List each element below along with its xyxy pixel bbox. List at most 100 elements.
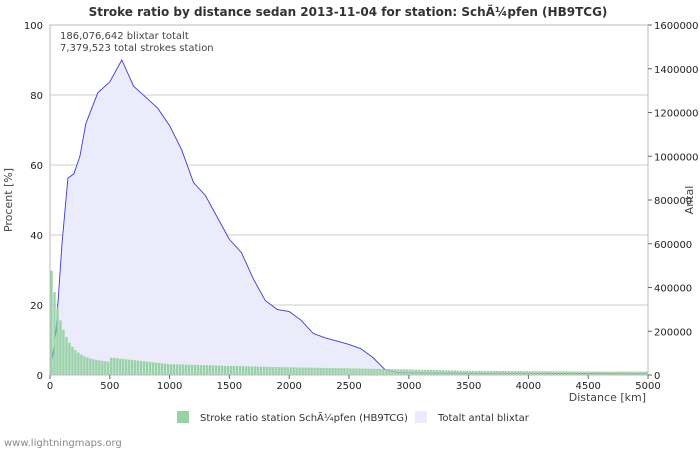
ratio-bar bbox=[462, 370, 466, 375]
ratio-bar bbox=[62, 329, 65, 375]
right-y-axis-label: Antal bbox=[683, 186, 696, 215]
ratio-bar bbox=[382, 368, 385, 375]
ratio-bar bbox=[406, 369, 409, 375]
ratio-bar bbox=[370, 368, 373, 375]
ratio-bar bbox=[525, 371, 529, 375]
ratio-bar bbox=[352, 368, 355, 375]
ratio-bar bbox=[627, 371, 630, 375]
ratio-bar bbox=[522, 371, 526, 375]
right-y-tick-label: 200000 bbox=[654, 327, 692, 338]
left-y-tick-label: 20 bbox=[30, 301, 43, 312]
x-tick-label: 3500 bbox=[456, 381, 481, 392]
ratio-bar bbox=[480, 370, 484, 375]
ratio-bar bbox=[639, 371, 642, 375]
ratio-bar bbox=[98, 360, 101, 375]
ratio-bar bbox=[489, 370, 493, 375]
ratio-bar bbox=[450, 370, 454, 375]
ratio-bar bbox=[250, 366, 254, 375]
ratio-bar bbox=[301, 367, 304, 375]
ratio-bar bbox=[181, 364, 185, 375]
ratio-bar bbox=[468, 370, 472, 375]
ratio-bar bbox=[220, 365, 224, 375]
ratio-bar bbox=[594, 371, 597, 375]
ratio-bar bbox=[633, 371, 636, 375]
right-y-tick-label: 1200000 bbox=[654, 109, 699, 120]
ratio-bar bbox=[346, 368, 349, 375]
ratio-bar bbox=[498, 370, 502, 375]
ratio-bar bbox=[304, 367, 307, 375]
annotation-total: 186,076,642 blixtar totalt bbox=[60, 31, 189, 42]
ratio-bar bbox=[241, 366, 245, 375]
ratio-bar bbox=[474, 370, 478, 375]
ratio-bar bbox=[492, 370, 496, 375]
ratio-bar bbox=[292, 367, 295, 375]
ratio-bar bbox=[145, 361, 149, 375]
ratio-bar bbox=[334, 368, 337, 375]
ratio-bar bbox=[618, 371, 621, 375]
ratio-bar bbox=[160, 363, 164, 375]
ratio-bar bbox=[68, 342, 71, 375]
ratio-bar bbox=[193, 364, 197, 375]
ratio-bar bbox=[107, 361, 110, 375]
right-y-axis-ticks: 0 200000 400000 600000 800000 1000000 1200000 1… bbox=[648, 21, 699, 382]
left-y-tick-label: 80 bbox=[30, 91, 43, 102]
ratio-bar bbox=[211, 365, 215, 375]
ratio-bar bbox=[349, 368, 352, 375]
ratio-bar bbox=[71, 346, 74, 375]
legend-label-stroke-ratio: Stroke ratio station SchÃ¼pfen (HB9TCG) bbox=[200, 411, 408, 424]
ratio-bar bbox=[409, 369, 412, 375]
ratio-bar bbox=[89, 358, 92, 375]
x-tick-label: 4000 bbox=[516, 381, 541, 392]
ratio-bar bbox=[53, 291, 56, 375]
ratio-bar bbox=[471, 370, 475, 375]
ratio-bar bbox=[397, 369, 400, 375]
ratio-bar bbox=[95, 359, 98, 375]
total-strokes-line bbox=[49, 58, 649, 376]
ratio-bar bbox=[340, 368, 343, 375]
ratio-bar bbox=[122, 359, 125, 375]
ratio-bar bbox=[585, 371, 588, 375]
ratio-bar bbox=[433, 370, 436, 375]
x-tick-label: 4500 bbox=[575, 381, 600, 392]
ratio-bar bbox=[286, 367, 289, 375]
ratio-bar bbox=[379, 368, 382, 375]
ratio-bar bbox=[630, 371, 633, 375]
ratio-bar bbox=[178, 364, 182, 375]
ratio-bar bbox=[151, 362, 155, 375]
ratio-bar bbox=[483, 370, 487, 375]
ratio-bar bbox=[477, 370, 481, 375]
ratio-bar bbox=[615, 371, 618, 375]
left-y-tick-label: 100 bbox=[24, 21, 43, 32]
ratio-bar bbox=[131, 359, 134, 375]
ratio-bar bbox=[391, 369, 394, 375]
ratio-bar bbox=[331, 368, 334, 375]
site-credit: www.lightningmaps.org bbox=[4, 438, 122, 449]
ratio-bar bbox=[439, 370, 442, 375]
total-strokes-area bbox=[49, 58, 649, 376]
ratio-bar bbox=[453, 370, 457, 375]
ratio-bar bbox=[373, 368, 376, 375]
ratio-bar bbox=[400, 369, 403, 375]
right-y-tick-label: 800000 bbox=[654, 196, 692, 207]
ratio-bar bbox=[591, 371, 594, 375]
ratio-bar bbox=[552, 371, 556, 375]
ratio-bar bbox=[597, 371, 600, 375]
ratio-bar bbox=[190, 364, 194, 375]
ratio-bar bbox=[65, 337, 68, 375]
right-y-tick-label: 1600000 bbox=[654, 21, 699, 32]
ratio-bar bbox=[418, 369, 421, 375]
x-tick-label: 500 bbox=[100, 381, 119, 392]
x-tick-label: 3000 bbox=[396, 381, 421, 392]
ratio-bar bbox=[113, 358, 116, 375]
ratio-bar bbox=[232, 366, 236, 375]
ratio-bar bbox=[519, 371, 523, 375]
ratio-bar bbox=[86, 357, 89, 375]
ratio-bar bbox=[555, 371, 558, 375]
ratio-bar bbox=[567, 371, 570, 375]
ratio-bar bbox=[92, 359, 95, 375]
ratio-bar bbox=[570, 371, 573, 375]
ratio-bar bbox=[415, 369, 418, 375]
ratio-bar bbox=[310, 367, 313, 375]
ratio-bar bbox=[104, 361, 107, 375]
ratio-bar bbox=[119, 358, 122, 375]
